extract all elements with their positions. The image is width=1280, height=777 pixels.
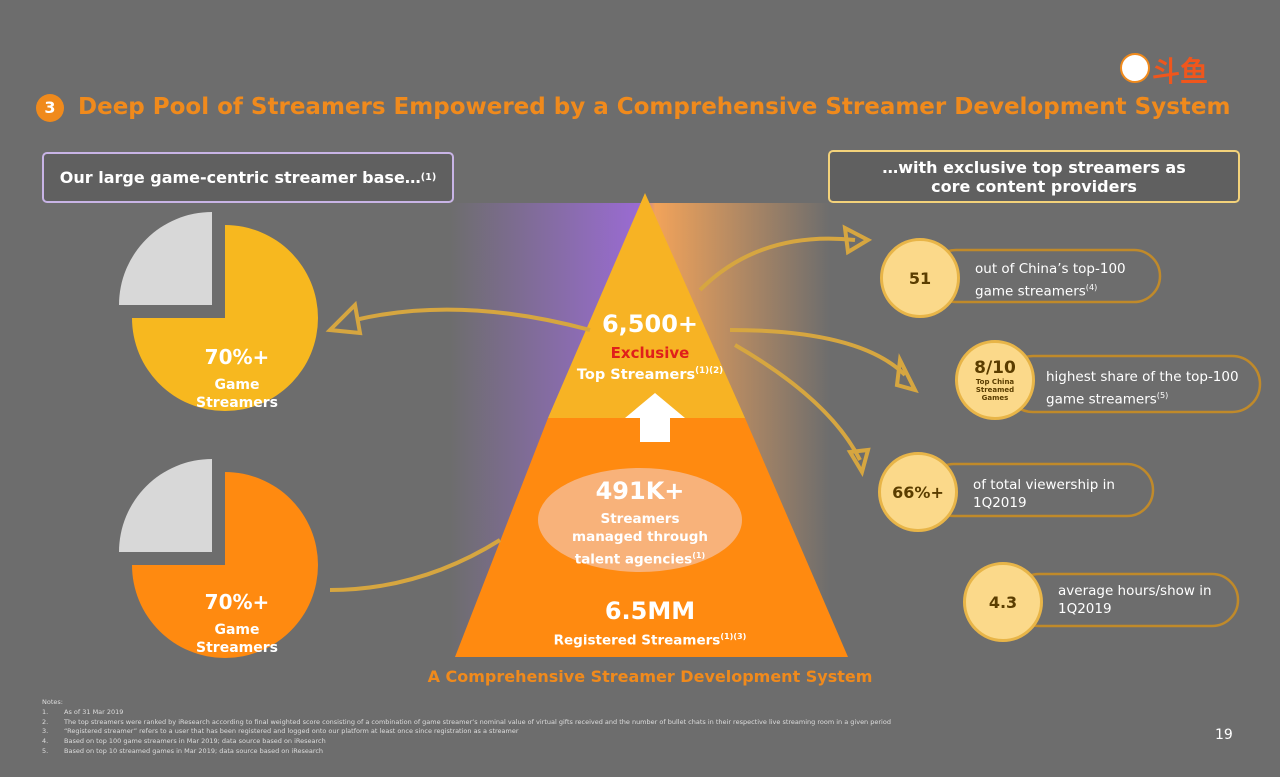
stat-text: highest share of the top-100 game stream… [1046,368,1256,409]
pie [119,212,318,411]
pie-value: 70%+ [204,590,270,614]
caption: A Comprehensive Streamer Development Sys… [427,667,873,686]
note-number: 1. [42,708,49,716]
sup: (1)(2) [695,366,724,376]
stat-text: average hours/show in 1Q2019 [1058,582,1228,618]
up-arrow [625,393,685,442]
note-text: Based on top 10 streamed games in Mar 20… [64,746,324,755]
stat-circle: 8/10 Top China Streamed Games [955,340,1035,420]
sup: (5) [1156,390,1169,400]
bottom-value: 6.5MM [604,597,696,625]
page-number: 19 [1215,727,1233,743]
stat-value: 4.3 [988,592,1018,612]
top-value: 6,500+ [601,310,699,338]
note-text: Based on top 100 game streamers in Mar 2… [64,737,326,746]
stat-circle: 51 [880,238,960,318]
title: Deep Pool of Streamers Empowered by a Co… [78,94,1231,120]
pie-line: Game [214,622,260,638]
text: of total viewership in 1Q2019 [973,477,1115,511]
pie-value: 70%+ [204,345,270,369]
pyramid-top [548,193,745,418]
logo: 斗鱼 [1152,55,1209,88]
middle-value: 491K+ [595,477,685,505]
text: Our large game-centric streamer base… [59,168,421,187]
bottom-text: Registered Streamers(1)(3) [520,631,780,649]
number: 3 [44,98,56,117]
sup: (1) [420,172,437,183]
text: Streamers managed through talent agencie… [572,511,708,568]
stat-value: 66%+ [892,482,944,502]
stat-value: 51 [908,268,932,288]
stat-text: of total viewership in 1Q2019 [973,476,1143,512]
pie [119,459,318,658]
pie-line: Game [214,377,260,393]
stat-circle: 4.3 [963,562,1043,642]
note-number: 3. [42,727,49,736]
sup: (4) [1085,282,1098,292]
top-text: Top Streamers(1)(2) [520,366,780,383]
note-text: “Registered streamer” refers to a user t… [64,727,519,736]
left-box: Our large game-centric streamer base… (1) [42,152,454,203]
stat-circle: 66%+ [878,452,958,532]
stat-value: 8/10 [974,358,1016,378]
stat-text: out of China’s top-100 game streamers(4) [975,260,1145,301]
pie-line: Streamers [196,395,278,411]
sup: (1) [692,550,706,560]
top-highlight: Exclusive [610,344,690,362]
text: out of China’s top-100 game streamers [975,261,1126,300]
logo-mascot [1120,53,1150,83]
notes-title: Notes: [42,698,63,706]
right-box: …with exclusive top streamers as core co… [828,150,1240,203]
pie-line: Streamers [196,640,278,656]
pyramid-ellipse [538,468,742,572]
note-text: The top streamers were ranked by iResear… [64,717,891,726]
note-text: As of 31 Mar 2019 [64,708,124,716]
text: Top Streamers [576,366,696,383]
text: average hours/show in 1Q2019 [1058,583,1212,617]
sup: (1)(3) [720,631,747,641]
stat-sub: Top China Streamed Games [975,378,1015,402]
middle-text: Streamers managed through talent agencie… [565,510,715,569]
note-number: 2. [42,717,49,726]
arrows [325,224,919,592]
note-number: 5. [42,746,49,755]
text: highest share of the top-100 game stream… [1046,369,1239,408]
note-number: 4. [42,737,49,746]
text: Registered Streamers [553,632,721,649]
text: …with exclusive top streamers as core co… [882,157,1186,196]
number-badge [36,94,64,122]
